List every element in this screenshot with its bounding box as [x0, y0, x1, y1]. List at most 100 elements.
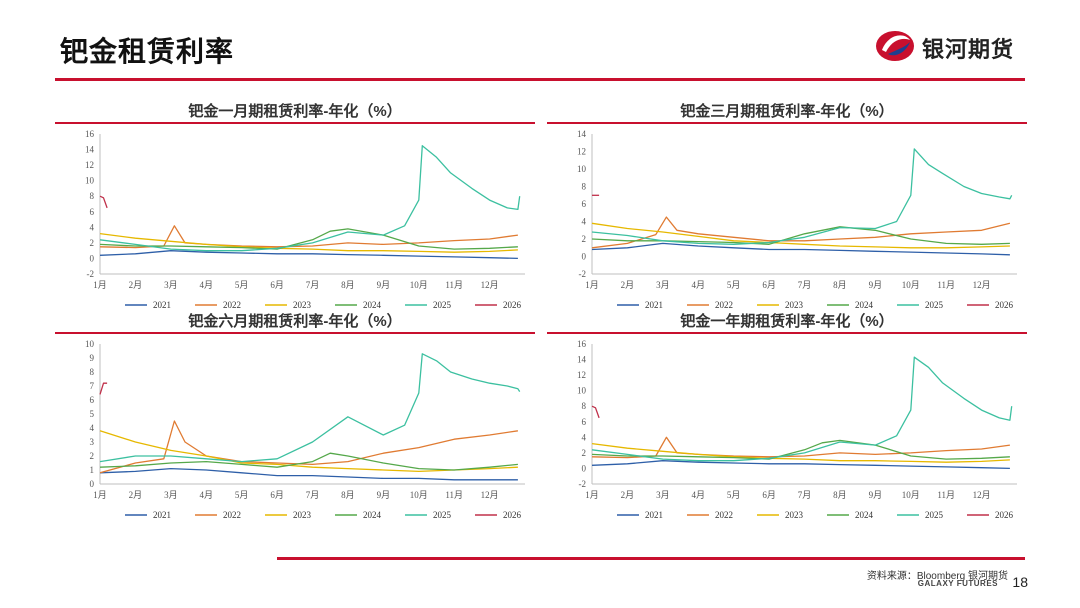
x-tick-label: 8月: [833, 490, 847, 500]
x-tick-label: 11月: [445, 490, 463, 500]
series-line-2025: [591, 356, 1013, 462]
y-tick-label: 1: [90, 465, 95, 475]
x-tick-label: 7月: [306, 280, 320, 290]
chart-1y-svg: -2 0 2 4 6 8 10 12 14 16 1月 2月 3月 4月 5月 6月 7月 8月 9月 10月 11月 1…: [577, 339, 1017, 520]
x-tick-label: 1月: [93, 280, 107, 290]
y-tick-label: 10: [577, 386, 587, 396]
x-tick-label: 10月: [410, 280, 428, 290]
x-tick-label: 12月: [973, 490, 991, 500]
y-tick-label: 12: [577, 147, 586, 157]
legend-label: 2026: [995, 300, 1014, 310]
series-line-2025: [99, 353, 521, 463]
legend-label: 2023: [293, 300, 312, 310]
y-tick-label: 0: [90, 479, 95, 489]
x-tick-label: 8月: [341, 490, 355, 500]
x-tick-label: 6月: [762, 490, 776, 500]
y-tick-label: 16: [577, 339, 587, 349]
x-tick-label: 4月: [199, 490, 213, 500]
y-tick-label: 4: [90, 222, 95, 232]
legend-label: 2023: [785, 510, 804, 520]
legend-label: 2026: [995, 510, 1014, 520]
x-tick-label: 3月: [164, 490, 178, 500]
series-line-2022: [99, 420, 518, 474]
brand-logo: 银河期货: [874, 26, 1034, 66]
chart-panel-1m: 钯金一月期租赁利率-年化（%） -2 0 2 4 6 8 10 12 14 16 1月 2月 3月 4月 5…: [55, 100, 535, 322]
series-line-2021: [99, 467, 518, 481]
x-tick-label: 12月: [481, 490, 499, 500]
y-tick-label: 10: [577, 164, 587, 174]
legend-label: 2024: [363, 510, 382, 520]
x-tick-label: 3月: [164, 280, 178, 290]
bottom-divider: [277, 557, 1025, 560]
series-line-2026: [99, 382, 108, 395]
legend-label: 2024: [363, 300, 382, 310]
legend-label: 2022: [715, 510, 733, 520]
x-tick-label: 7月: [798, 280, 812, 290]
y-tick-label: 4: [582, 217, 587, 227]
legend-label: 2021: [645, 510, 663, 520]
chart-panel-3m: 钯金三月期租赁利率-年化（%） -2 0 2 4 6 8 10 12 14 1月 2月 3月 4月 5月 6…: [547, 100, 1027, 322]
x-tick-label: 8月: [341, 280, 355, 290]
x-tick-label: 12月: [481, 280, 499, 290]
legend-label: 2024: [855, 510, 874, 520]
brand-english: GALAXY FUTURES: [917, 579, 998, 588]
series-line-2023: [99, 232, 518, 253]
chart-title-divider: [55, 332, 535, 334]
series-line-2022: [591, 216, 1011, 249]
brand-name: 银河期货: [922, 37, 1015, 62]
source-note: 资料来源：Bloomberg 银河期货: [866, 571, 1008, 582]
x-tick-label: 3月: [656, 490, 670, 500]
y-tick-label: 0: [582, 252, 587, 262]
series-line-2025: [99, 145, 521, 252]
x-tick-label: 6月: [270, 280, 284, 290]
x-tick-label: 12月: [973, 280, 991, 290]
y-tick-label: 7: [90, 381, 95, 391]
x-tick-label: 1月: [585, 280, 599, 290]
legend-label: 2023: [293, 510, 312, 520]
y-tick-label: 9: [90, 353, 95, 363]
x-tick-label: 11月: [937, 490, 955, 500]
legend-label: 2025: [925, 510, 944, 520]
y-tick-label: 2: [90, 238, 95, 248]
x-tick-label: 5月: [235, 280, 249, 290]
chart-title: 钯金一月期租赁利率-年化（%）: [188, 103, 402, 120]
x-tick-label: 2月: [621, 280, 635, 290]
legend-label: 2021: [645, 300, 663, 310]
legend-label: 2024: [855, 300, 874, 310]
x-tick-label: 1月: [585, 490, 599, 500]
y-tick-label: 2: [582, 448, 587, 458]
y-tick-label: 6: [582, 199, 587, 209]
y-tick-label: 0: [582, 463, 587, 473]
x-tick-label: 9月: [869, 280, 883, 290]
y-tick-label: 8: [90, 191, 95, 201]
x-tick-label: 10月: [902, 490, 920, 500]
y-tick-label: 12: [577, 370, 586, 380]
y-tick-label: 16: [85, 129, 95, 139]
y-tick-label: 8: [582, 182, 587, 192]
legend-label: 2022: [715, 300, 733, 310]
x-tick-label: 5月: [727, 280, 741, 290]
x-tick-label: 3月: [656, 280, 670, 290]
legend-label: 2021: [153, 300, 171, 310]
y-tick-label: 6: [582, 417, 587, 427]
x-tick-label: 9月: [377, 490, 391, 500]
y-tick-label: 12: [85, 160, 94, 170]
x-tick-label: 2月: [129, 280, 143, 290]
series-line-2022: [591, 436, 1010, 459]
x-tick-label: 1月: [93, 490, 107, 500]
series-line-2021: [591, 460, 1010, 470]
y-tick-label: 8: [582, 401, 587, 411]
y-tick-label: 14: [577, 355, 587, 365]
y-tick-label: 4: [90, 423, 95, 433]
series-line-2024: [99, 228, 518, 250]
y-tick-label: 3: [90, 437, 95, 447]
x-tick-label: 11月: [445, 280, 463, 290]
chart-title: 钯金一年期租赁利率-年化（%）: [680, 313, 894, 330]
y-tick-label: 8: [90, 367, 95, 377]
series-line-2026: [99, 195, 108, 209]
x-tick-label: 9月: [869, 490, 883, 500]
legend-label: 2025: [433, 510, 452, 520]
y-tick-label: 14: [85, 145, 95, 155]
x-tick-label: 11月: [937, 280, 955, 290]
series-line-2024: [591, 439, 1010, 460]
